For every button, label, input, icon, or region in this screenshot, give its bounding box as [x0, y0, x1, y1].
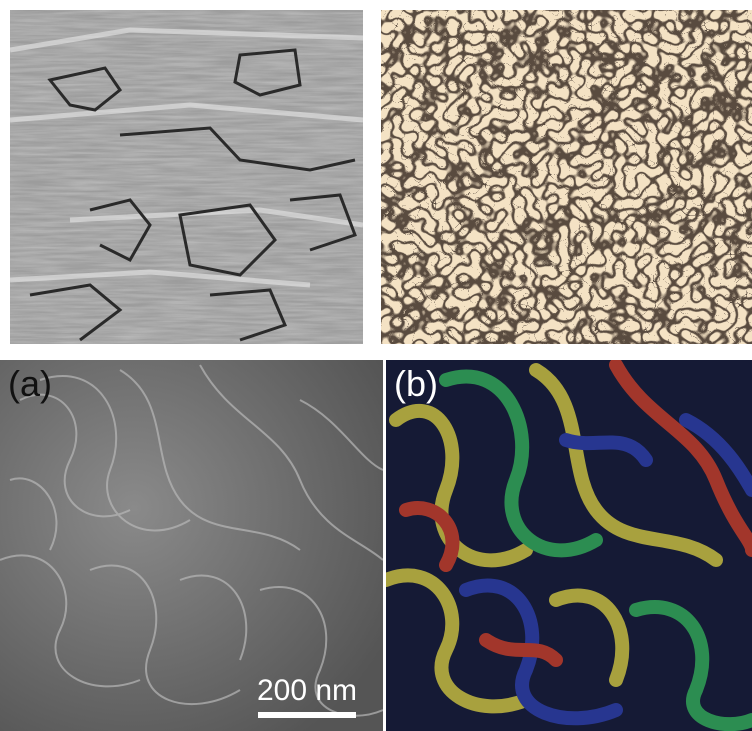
panel-label-b: (b) — [394, 363, 438, 404]
colored-stripe-image — [386, 360, 752, 731]
stripe-micrograph-a: (a) 200 nm — [0, 360, 383, 731]
grey-stripe-image — [0, 360, 383, 731]
maze-pattern-top-right — [381, 10, 752, 344]
scale-bar-label: 200 nm — [256, 674, 358, 707]
color-stripe-image-b: (b) — [386, 360, 752, 731]
maze-pattern-image — [381, 10, 752, 344]
scale-bar: 200 nm — [246, 676, 368, 718]
grey-domain-image — [10, 10, 363, 344]
scale-bar-line — [258, 712, 356, 718]
panel-label-a: (a) — [8, 363, 52, 404]
micrograph-top-left — [10, 10, 363, 344]
